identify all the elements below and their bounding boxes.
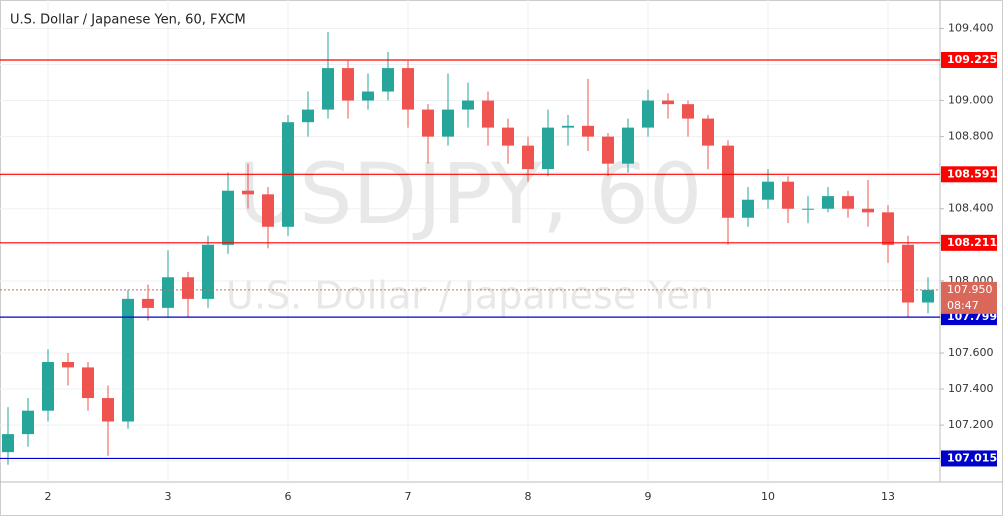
- candle-body: [762, 181, 774, 200]
- candle-body: [462, 100, 474, 110]
- y-tick-label: 107.600: [948, 346, 994, 359]
- level-badge: [941, 166, 997, 183]
- candle-body: [502, 127, 514, 146]
- level-badge: [941, 51, 997, 68]
- y-tick-label: 109.000: [948, 94, 994, 107]
- candle-body: [662, 100, 674, 105]
- candle-body: [722, 145, 734, 218]
- candle-body: [922, 289, 934, 303]
- candle-body: [862, 208, 874, 213]
- candle-body: [742, 199, 754, 218]
- candle-body: [182, 277, 194, 299]
- y-tick-label: 108.800: [948, 130, 994, 143]
- current-price-badge: [941, 281, 997, 314]
- candle-body: [622, 127, 634, 164]
- candle-body: [302, 109, 314, 123]
- candle-body: [802, 208, 814, 210]
- candle-body: [642, 100, 654, 128]
- level-label: 107.015: [947, 451, 997, 464]
- candle-body: [162, 277, 174, 308]
- y-tick-label: 109.400: [948, 21, 994, 34]
- candle-body: [222, 190, 234, 245]
- x-tick-label: 6: [285, 490, 292, 503]
- candle-body: [142, 298, 154, 308]
- candle-body: [482, 100, 494, 128]
- candle-body: [42, 362, 54, 411]
- level-label: 108.591: [947, 167, 997, 180]
- candle-body: [102, 398, 114, 422]
- x-tick-label: 2: [45, 490, 52, 503]
- y-tick-label: 107.200: [948, 418, 994, 431]
- candle-body: [782, 181, 794, 209]
- y-tick-label: 107.400: [948, 382, 994, 395]
- x-tick-label: 7: [405, 490, 412, 503]
- candle-body: [362, 91, 374, 101]
- candle-body: [402, 68, 414, 110]
- level-badge: [941, 450, 997, 467]
- candle-body: [522, 145, 534, 170]
- candle-body: [202, 244, 214, 299]
- level-label: 109.225: [947, 53, 997, 66]
- y-tick-label: 108.400: [948, 202, 994, 215]
- candle-body: [2, 434, 14, 453]
- level-badge: [941, 234, 997, 251]
- x-tick-label: 3: [165, 490, 172, 503]
- x-tick-label: 13: [881, 490, 895, 503]
- candle-body: [342, 68, 354, 101]
- candle-body: [122, 298, 134, 422]
- candle-body: [682, 104, 694, 119]
- level-label: 108.211: [947, 236, 997, 249]
- candle-body: [602, 136, 614, 164]
- candle-body: [822, 196, 834, 209]
- candle-body: [82, 367, 94, 399]
- candle-body: [22, 410, 34, 435]
- candle-body: [562, 125, 574, 128]
- candle-body: [322, 68, 334, 110]
- candle-body: [542, 127, 554, 170]
- candle-body: [842, 196, 854, 209]
- candle-body: [702, 118, 714, 146]
- candle-body: [882, 212, 894, 245]
- candle-body: [422, 109, 434, 137]
- candle-body: [242, 190, 254, 195]
- candle-body: [902, 244, 914, 303]
- x-tick-label: 8: [525, 490, 532, 503]
- x-tick-label: 9: [645, 490, 652, 503]
- current-price-label: 107.950: [947, 283, 993, 296]
- watermark-subtitle: U.S. Dollar / Japanese Yen: [226, 274, 714, 318]
- countdown: 08:47: [947, 299, 979, 312]
- candle-body: [582, 125, 594, 137]
- candle-body: [262, 194, 274, 227]
- candle-body: [382, 68, 394, 92]
- chart-title: U.S. Dollar / Japanese Yen, 60, FXCM: [10, 13, 246, 28]
- x-tick-label: 10: [761, 490, 775, 503]
- candle-body: [442, 109, 454, 137]
- candle-body: [62, 362, 74, 368]
